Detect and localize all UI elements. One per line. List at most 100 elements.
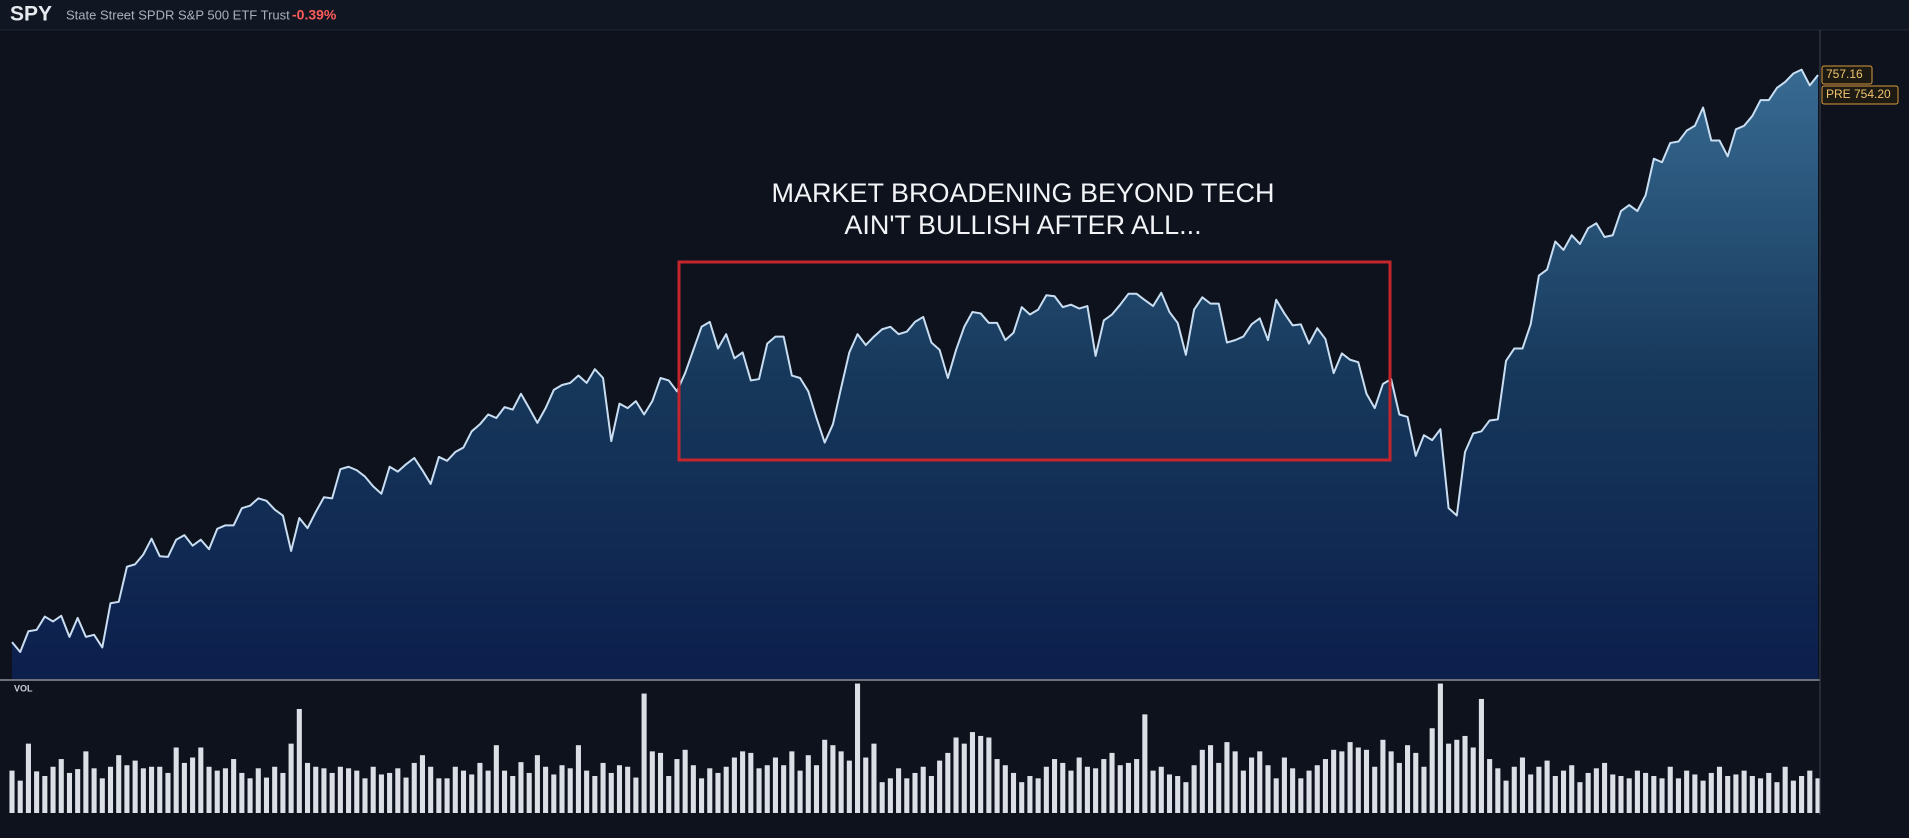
volume-bar <box>1790 780 1796 813</box>
volume-bar <box>214 770 220 813</box>
volume-bar <box>149 766 155 813</box>
volume-bar <box>1462 735 1468 813</box>
volume-bar <box>1708 772 1714 813</box>
volume-bar <box>682 749 688 813</box>
volume-bar <box>1560 770 1567 813</box>
volume-bar <box>1741 770 1747 813</box>
volume-bar <box>707 768 713 813</box>
volume-bar <box>838 751 844 813</box>
volume-bar <box>1290 768 1296 813</box>
volume-bar <box>206 766 212 813</box>
volume-bar <box>1372 766 1378 813</box>
volume-bar <box>403 777 409 813</box>
volume-bar <box>1618 776 1624 813</box>
volume-bar <box>674 759 680 813</box>
volume-bar <box>1134 759 1140 813</box>
volume-bar <box>756 768 762 813</box>
volume-bar <box>978 735 984 813</box>
volume-bar <box>1265 765 1271 813</box>
volume-bar <box>740 751 746 813</box>
volume-bar <box>42 776 48 813</box>
volume-bar <box>1684 770 1690 813</box>
volume-bar <box>75 769 81 813</box>
volume-bar <box>1495 768 1501 813</box>
volume-bar <box>584 770 590 813</box>
volume-bar <box>1347 742 1353 813</box>
volume-bar <box>551 774 557 813</box>
volume-bar <box>559 765 565 813</box>
volume-bar <box>25 743 31 813</box>
volume-bar <box>1175 776 1181 813</box>
volume-bar <box>813 765 820 813</box>
price-line <box>11 68 1819 653</box>
volume-bar <box>1749 776 1755 813</box>
axis-layer: 757.16 PRE 754.20 <box>1821 65 1899 105</box>
volume-bar <box>592 776 598 813</box>
volume-bar <box>666 776 672 813</box>
volume-bar <box>1725 776 1731 813</box>
volume-bar <box>99 778 105 813</box>
volume-bar <box>690 765 696 813</box>
volume-bar <box>1043 766 1049 813</box>
volume-bar <box>58 759 64 813</box>
volume-bar <box>928 776 934 813</box>
volume-bar <box>1454 739 1460 813</box>
volume-bar <box>633 777 639 813</box>
volume-bar <box>1602 762 1608 813</box>
volume-bar <box>1528 774 1534 813</box>
volume-bar <box>1511 766 1517 813</box>
volume-bar <box>1363 749 1370 813</box>
volume-bar <box>854 683 861 813</box>
volume-bar <box>1577 782 1583 813</box>
volume-bar <box>477 762 483 813</box>
volume-bar <box>1010 772 1017 813</box>
volume-bar <box>822 739 828 813</box>
volume-bar <box>534 755 540 813</box>
volume-bar <box>107 766 114 813</box>
volume-bar <box>116 755 122 813</box>
volume-bar <box>1199 749 1205 813</box>
volume-bar <box>1774 782 1780 813</box>
volume-bar <box>157 766 163 813</box>
volume-bar <box>436 778 442 813</box>
volume-bar <box>945 752 951 813</box>
volume-bar <box>362 778 368 813</box>
volume-bar <box>699 778 705 813</box>
price-area <box>12 69 1818 679</box>
volume-bar <box>1675 778 1681 813</box>
volume-bar <box>986 737 992 813</box>
volume-bar <box>1470 747 1476 813</box>
volume-bar <box>1799 776 1805 813</box>
volume-bar <box>1019 782 1025 813</box>
volume-bar <box>912 772 918 813</box>
volume-bar <box>1388 751 1394 813</box>
volume-bar <box>337 766 343 813</box>
volume-bar <box>1593 768 1599 813</box>
volume-bar <box>1659 778 1665 813</box>
volume-bar <box>937 760 943 813</box>
volume-bar <box>231 759 237 813</box>
volume-bar <box>805 755 811 813</box>
volume-bar <box>1692 774 1698 813</box>
volume-bar <box>222 768 228 813</box>
volume-bar <box>1478 698 1484 813</box>
annotation-box <box>677 260 1392 462</box>
volume-bar <box>953 737 959 813</box>
volume-bar <box>731 757 737 813</box>
volume-bar <box>1068 770 1074 813</box>
volume-bar <box>518 762 524 813</box>
volume-bar <box>1224 742 1230 813</box>
volume-bar <box>1125 762 1131 813</box>
volume-bar <box>1643 772 1649 813</box>
volume-bar <box>1429 728 1435 813</box>
volume-bar <box>1117 765 1123 813</box>
volume-bar <box>419 755 425 813</box>
volume-bar <box>879 782 885 813</box>
volume-bar <box>1437 683 1443 813</box>
volume-bar <box>1380 739 1386 813</box>
volume-bar <box>1757 778 1764 813</box>
volume-bar <box>863 757 869 813</box>
volume-bar <box>1150 770 1156 813</box>
annotation-line: AIN'T BULLISH AFTER ALL... <box>844 210 1201 240</box>
volume-bar <box>887 778 893 813</box>
